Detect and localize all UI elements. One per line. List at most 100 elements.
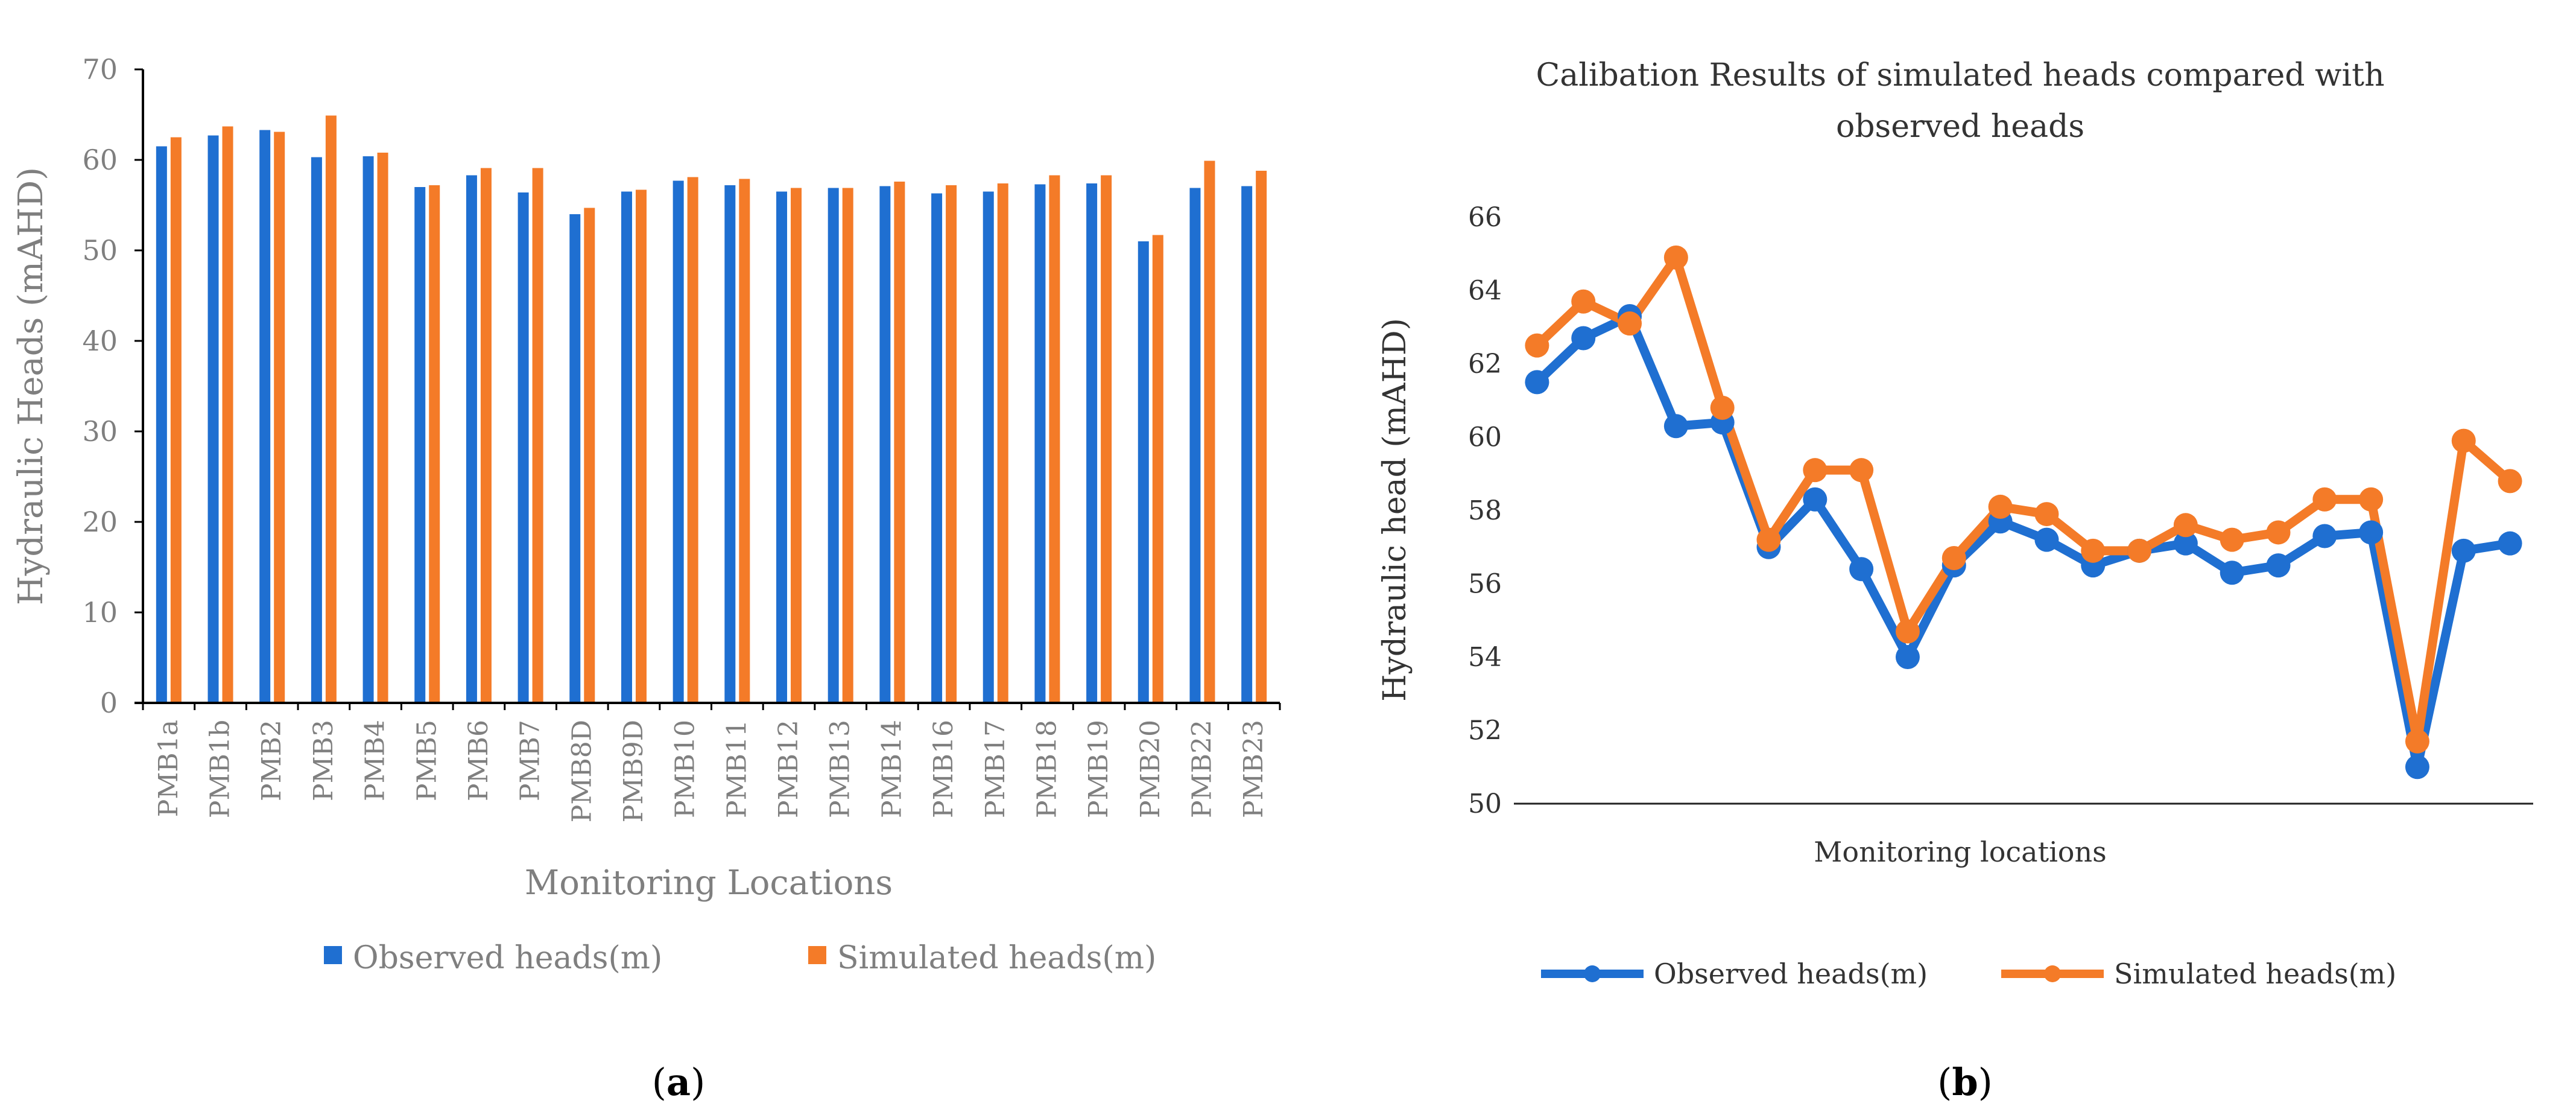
bar-chart-x-tick-label: PMB18 — [1031, 720, 1062, 818]
bar-simulated — [687, 177, 698, 703]
bar-chart-y-axis-label: Hydraulic Heads (mAHD) — [11, 167, 51, 605]
line-chart-panel: Calibation Results of simulated heads co… — [1377, 57, 2533, 1104]
point-simulated — [1618, 311, 1642, 336]
bar-chart-x-tick-label: PMB3 — [308, 720, 339, 801]
bar-observed — [466, 175, 477, 703]
bar-chart-y-tick-label: 50 — [82, 234, 118, 267]
point-simulated — [1756, 527, 1781, 552]
point-observed — [2266, 553, 2291, 578]
series-line-simulated — [1532, 253, 2515, 746]
bar-observed — [1138, 241, 1149, 703]
bar-chart-x-tick-label: PMB4 — [360, 720, 391, 801]
bar-chart-x-tick-label: PMB17 — [980, 720, 1011, 818]
bar-chart-x-tick-label: PMB20 — [1135, 720, 1166, 818]
point-observed — [1663, 414, 1688, 439]
point-simulated — [1803, 458, 1828, 483]
bar-chart-y-tick-label: 30 — [82, 415, 118, 448]
point-observed — [1849, 557, 1874, 582]
point-observed — [1895, 645, 1920, 669]
bar-observed — [259, 130, 271, 703]
bar-simulated — [739, 179, 750, 703]
line-chart-title-line-1: Calibation Results of simulated heads co… — [1536, 57, 2384, 94]
legend-marker-simulated — [2044, 965, 2061, 982]
line-chart-y-tick-label: 62 — [1468, 349, 1502, 380]
line-chart-x-axis-label: Monitoring locations — [1814, 836, 2106, 868]
bar-observed — [1034, 184, 1046, 703]
point-simulated — [2034, 502, 2059, 527]
bar-chart-x-tick-label: PMB9D — [618, 720, 649, 822]
legend-label-simulated: Simulated heads(m) — [2114, 958, 2396, 990]
legend-label-simulated: Simulated heads(m) — [837, 940, 1156, 976]
bar-chart-x-tick-label: PMB1a — [153, 720, 184, 817]
bar-simulated — [791, 188, 802, 703]
bar-simulated — [997, 183, 1008, 703]
bar-observed — [776, 191, 788, 703]
bar-chart-x-tick-label: PMB7 — [515, 720, 546, 801]
line-chart-y-tick-label: 56 — [1468, 569, 1502, 600]
line-chart-legend: Observed heads(m) Simulated heads(m) — [1541, 958, 2396, 990]
point-simulated — [2498, 469, 2522, 494]
point-simulated — [2220, 527, 2244, 552]
point-observed — [2312, 524, 2337, 548]
point-observed — [1571, 326, 1596, 351]
bar-observed — [621, 191, 632, 703]
bar-simulated — [1152, 235, 1163, 703]
bar-simulated — [325, 115, 337, 703]
point-simulated — [1988, 494, 2013, 519]
bar-observed — [828, 188, 839, 703]
bar-observed — [1189, 188, 1201, 703]
bar-simulated — [377, 153, 388, 703]
bar-observed — [931, 193, 943, 703]
line-chart-y-tick-label: 50 — [1468, 789, 1502, 819]
point-simulated — [2081, 538, 2106, 563]
bar-observed — [1241, 186, 1253, 703]
bar-observed — [362, 156, 374, 703]
line-chart-y-ticks: 50 52 54 56 58 60 62 64 66 — [1468, 202, 1502, 819]
line-chart-y-tick-label: 52 — [1468, 716, 1502, 746]
bar-observed — [569, 214, 581, 703]
series-line-observed — [1532, 311, 2515, 772]
point-simulated — [2173, 513, 2198, 538]
bar-chart-panel: Hydraulic Heads (mAHD) 0 10 20 30 40 50 60 70 P… — [11, 53, 1281, 1104]
bar-chart-y-tick-label: 70 — [82, 53, 118, 86]
point-observed — [1525, 370, 1549, 395]
point-observed — [2498, 531, 2522, 556]
bar-chart-y-tick-label: 40 — [82, 325, 118, 357]
bar-simulated — [480, 168, 492, 703]
legend-marker-observed — [1584, 965, 1601, 982]
point-simulated — [1571, 289, 1596, 314]
line-chart-y-tick-label: 58 — [1468, 495, 1502, 526]
legend-label-observed: Observed heads(m) — [1654, 958, 1928, 990]
point-observed — [2359, 520, 2384, 545]
bar-chart-x-tick-label: PMB11 — [721, 720, 752, 818]
bar-observed — [983, 191, 994, 703]
line-chart-y-tick-label: 60 — [1468, 422, 1502, 453]
bar-chart-x-ticks: PMB1a PMB1b PMB2 PMB3 PMB4 PMB5 PMB6 PMB7 PMB8D P… — [142, 703, 1281, 822]
bar-simulated — [532, 168, 543, 703]
bar-simulated — [946, 185, 957, 703]
point-simulated — [2359, 487, 2384, 512]
bar-simulated — [1256, 171, 1267, 703]
point-observed — [2451, 538, 2476, 563]
bar-chart-y-tick-label: 10 — [82, 596, 118, 629]
bar-simulated — [584, 208, 595, 703]
bar-simulated — [1049, 175, 1060, 703]
point-simulated — [1663, 245, 1688, 270]
bar-chart-y-ticks: 0 10 20 30 40 50 60 70 — [82, 53, 143, 719]
bar-observed — [672, 180, 684, 703]
bar-observed — [517, 192, 529, 703]
bar-chart-y-tick-label: 60 — [82, 144, 118, 176]
bar-observed — [879, 186, 891, 703]
bar-observed — [724, 185, 736, 703]
bar-simulated — [1204, 160, 1215, 703]
point-simulated — [1941, 545, 1966, 570]
point-simulated — [2266, 520, 2291, 545]
legend-label-observed: Observed heads(m) — [353, 940, 662, 976]
bar-chart-x-tick-label: PMB5 — [411, 720, 442, 801]
bar-observed — [414, 187, 426, 703]
bar-chart-x-tick-label: PMB22 — [1186, 720, 1217, 818]
point-simulated — [1849, 458, 1874, 483]
line-chart-y-tick-label: 64 — [1468, 276, 1502, 306]
point-simulated — [1525, 333, 1549, 358]
bar-chart-y-tick-label: 20 — [82, 506, 118, 538]
